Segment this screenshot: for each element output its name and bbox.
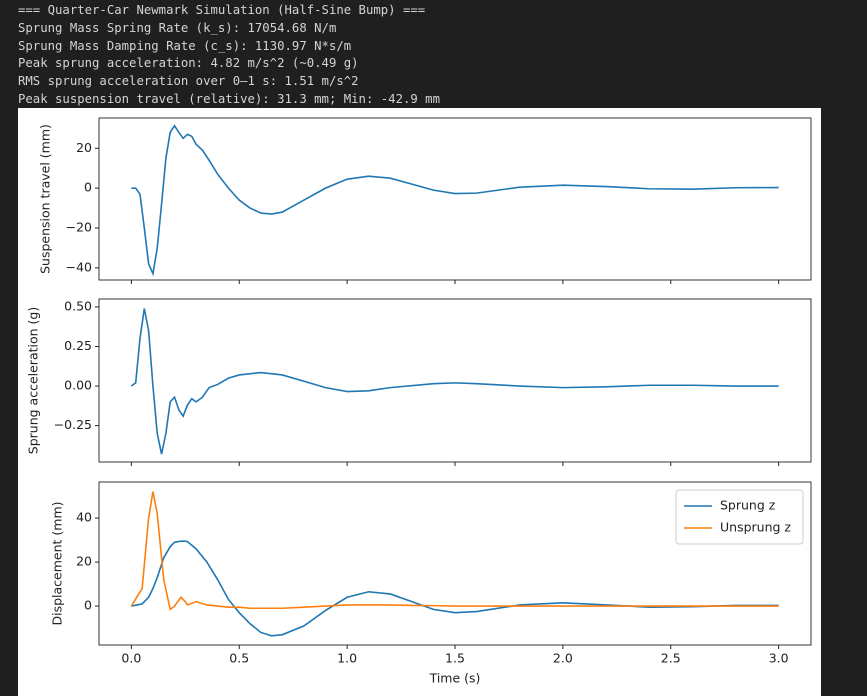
x-tick-label: 0.0 (121, 651, 141, 666)
x-tick-label: 1.0 (337, 651, 357, 666)
y-tick-label: 0.00 (64, 378, 92, 393)
data-line (131, 124, 779, 277)
x-tick-label: 0.5 (229, 651, 249, 666)
legend-box (675, 489, 804, 545)
data-line (131, 540, 779, 637)
y-tick-label: 20 (76, 140, 92, 155)
figure-background (18, 108, 821, 696)
data-line (130, 491, 779, 611)
y-tick-label: −20 (66, 219, 92, 234)
legend-label: Sprung z (720, 498, 776, 513)
x-tick-label: 2.0 (553, 651, 573, 666)
x-tick-label: 3.0 (769, 651, 789, 666)
console-line: Sprung Mass Damping Rate (c_s): 1130.97 … (18, 38, 352, 53)
console-line: Peak suspension travel (relative): 31.3 … (18, 91, 440, 106)
y-tick-label: 0.50 (64, 298, 92, 313)
y-tick-label: 0 (84, 180, 92, 195)
data-line (130, 308, 779, 455)
console-output: === Quarter-Car Newmark Simulation (Half… (18, 2, 440, 109)
console-line: Sprung Mass Spring Rate (k_s): 17054.68 … (18, 20, 337, 35)
x-axis-label: Time (s) (429, 671, 481, 686)
x-tick-label: 2.5 (661, 651, 681, 666)
legend: Sprung z Unsprung z (675, 489, 804, 545)
y-tick-label: 40 (76, 510, 92, 525)
y-tick-label: 20 (76, 554, 92, 569)
legend-label: Unsprung z (720, 520, 791, 535)
x-tick-label: 1.5 (445, 651, 465, 666)
y-tick-label: 0.25 (64, 338, 92, 353)
console-line: Peak sprung acceleration: 4.82 m/s^2 (~0… (18, 56, 359, 71)
y-axis-label: Suspension travel (mm) (38, 124, 53, 274)
y-axis-label: Sprung acceleration (g) (26, 307, 41, 454)
console-line: RMS sprung acceleration over 0–1 s: 1.51… (18, 74, 359, 89)
y-tick-label: −40 (66, 259, 92, 274)
console-line: === Quarter-Car Newmark Simulation (Half… (18, 3, 426, 17)
y-tick-label: −0.25 (54, 417, 92, 432)
y-axis-label: Displacement (mm) (50, 501, 65, 625)
y-tick-label: 0 (84, 598, 92, 613)
